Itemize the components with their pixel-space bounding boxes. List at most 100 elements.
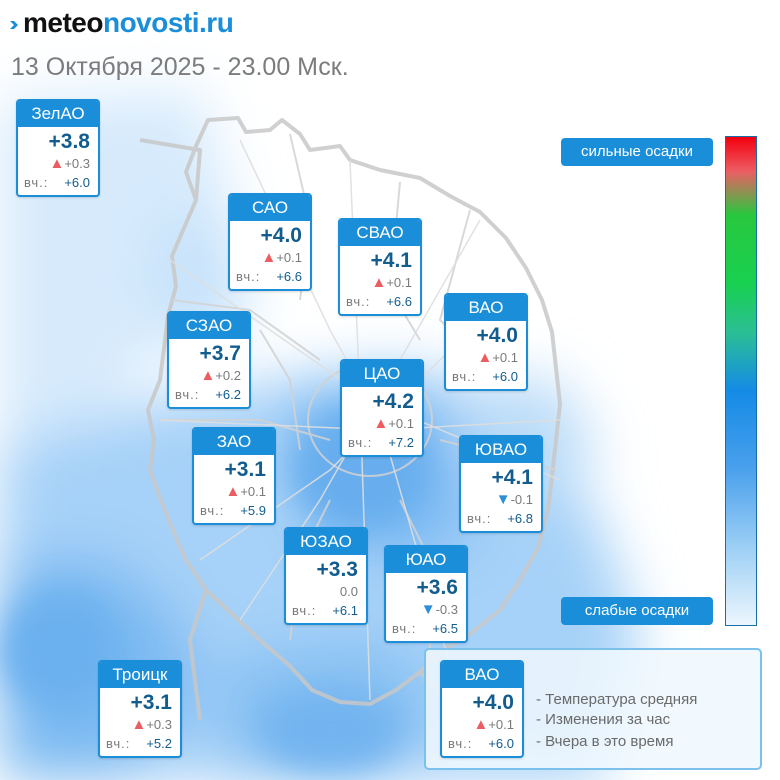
yesterday-label: вч.: xyxy=(292,603,317,618)
district-card-szao[interactable]: СЗАО +3.7 ▲+0.2 вч.: +6.2 xyxy=(167,311,251,409)
yesterday-label: вч.: xyxy=(452,369,477,384)
district-name: СВАО xyxy=(340,220,420,246)
hourly-change-value: +0.1 xyxy=(276,250,302,265)
temperature-average: +4.0 xyxy=(472,691,514,714)
district-card-vao[interactable]: ВАО +4.0 ▲+0.1 вч.: +6.0 xyxy=(444,293,528,391)
yesterday-row: вч.: +6.0 xyxy=(24,175,90,191)
district-name: ЮАО xyxy=(386,547,466,573)
district-card-zelao[interactable]: ЗелАО +3.8 ▲+0.3 вч.: +6.0 xyxy=(16,99,100,197)
district-name: САО xyxy=(230,195,310,221)
hourly-change-value: +0.1 xyxy=(386,275,412,290)
legend-line-temperature: - Температура средняя xyxy=(536,691,698,708)
district-name: ЗелАО xyxy=(18,101,98,127)
temperature-average: +3.1 xyxy=(130,691,172,714)
temperature-average: +4.1 xyxy=(370,249,412,272)
hourly-change-value: -0.3 xyxy=(435,602,458,617)
temperature-average: +3.7 xyxy=(199,342,241,365)
yesterday-row: вч.: +6.0 xyxy=(452,369,518,385)
hourly-change-value: +0.2 xyxy=(215,368,241,383)
district-card-svao[interactable]: СВАО +4.1 ▲+0.1 вч.: +6.6 xyxy=(338,218,422,316)
district-name: ЗАО xyxy=(194,429,274,455)
hourly-change: ▲+0.3 xyxy=(49,156,90,172)
district-name: ВАО xyxy=(446,295,526,321)
hourly-change-value: +0.1 xyxy=(492,350,518,365)
district-card-sao[interactable]: САО +4.0 ▲+0.1 вч.: +6.6 xyxy=(228,193,312,291)
yesterday-label: вч.: xyxy=(200,503,225,518)
trend-icon: ▲ xyxy=(131,716,147,733)
hourly-change-value: +0.1 xyxy=(240,484,266,499)
legend-line-change: - Изменения за час xyxy=(536,711,671,728)
trend-icon: ▲ xyxy=(371,274,387,291)
hourly-change: ▼-0.3 xyxy=(421,602,458,618)
yesterday-value: +6.2 xyxy=(215,387,241,402)
hourly-change: 0.0 xyxy=(340,584,358,600)
district-name: ВАО xyxy=(442,662,522,688)
temperature-average: +4.0 xyxy=(476,324,518,347)
temperature-average: +3.3 xyxy=(316,558,358,581)
site-logo[interactable]: meteonovosti.ru xyxy=(10,6,234,40)
district-card-yuvao[interactable]: ЮВАО +4.1 ▼-0.1 вч.: +6.8 xyxy=(459,435,543,533)
yesterday-label: вч.: xyxy=(392,621,417,636)
forecast-datetime: 13 Октября 2025 - 23.00 Мск. xyxy=(11,53,349,81)
hourly-change-value: +0.1 xyxy=(488,717,514,732)
yesterday-row: вч.: +6.8 xyxy=(467,511,533,527)
hourly-change-value: +0.3 xyxy=(64,156,90,171)
yesterday-value: +6.0 xyxy=(492,369,518,384)
yesterday-value: +6.6 xyxy=(386,294,412,309)
yesterday-label: вч.: xyxy=(24,175,49,190)
temperature-average: +4.0 xyxy=(260,224,302,247)
yesterday-value: +6.6 xyxy=(276,269,302,284)
hourly-change: ▲+0.1 xyxy=(225,484,266,500)
trend-icon: ▲ xyxy=(261,249,277,266)
yesterday-value: +6.1 xyxy=(332,603,358,618)
hourly-change: ▲+0.1 xyxy=(373,416,414,432)
yesterday-row: вч.: +6.6 xyxy=(346,294,412,310)
scale-label-strong: сильные осадки xyxy=(561,138,713,166)
temperature-average: +4.1 xyxy=(491,466,533,489)
yesterday-row: вч.: +7.2 xyxy=(348,435,414,451)
legend-sample-card: ВАО +4.0 ▲+0.1 вч.: +6.0 xyxy=(440,660,524,758)
temperature-average: +4.2 xyxy=(372,390,414,413)
scale-label-weak: слабые осадки xyxy=(561,597,713,625)
district-name: Троицк xyxy=(100,662,180,688)
yesterday-row: вч.: +6.5 xyxy=(392,621,458,637)
temperature-average: +3.1 xyxy=(224,458,266,481)
hourly-change: ▼-0.1 xyxy=(496,492,533,508)
district-card-troitsk[interactable]: Троицк +3.1 ▲+0.3 вч.: +5.2 xyxy=(98,660,182,758)
trend-icon: ▼ xyxy=(495,491,511,508)
district-name: ЮЗАО xyxy=(286,529,366,555)
yesterday-label: вч.: xyxy=(448,736,473,751)
district-card-yuzao[interactable]: ЮЗАО +3.3 0.0 вч.: +6.1 xyxy=(284,527,368,625)
district-card-yuao[interactable]: ЮАО +3.6 ▼-0.3 вч.: +6.5 xyxy=(384,545,468,643)
hourly-change: ▲+0.1 xyxy=(371,275,412,291)
yesterday-row: вч.: +6.1 xyxy=(292,603,358,619)
trend-icon: ▲ xyxy=(373,415,389,432)
trend-icon: ▲ xyxy=(200,367,216,384)
trend-icon: ▲ xyxy=(473,716,489,733)
precipitation-scale-bar xyxy=(725,136,757,626)
yesterday-value: +6.8 xyxy=(507,511,533,526)
logo-text-novosti: novosti.ru xyxy=(102,7,234,38)
yesterday-row: вч.: +6.0 xyxy=(448,736,514,752)
yesterday-row: вч.: +5.9 xyxy=(200,503,266,519)
logo-arrow-icon xyxy=(10,21,18,29)
yesterday-label: вч.: xyxy=(236,269,261,284)
yesterday-label: вч.: xyxy=(106,736,131,751)
district-card-tsao[interactable]: ЦАО +4.2 ▲+0.1 вч.: +7.2 xyxy=(340,359,424,457)
yesterday-label: вч.: xyxy=(175,387,200,402)
legend-line-yesterday: - Вчера в это время xyxy=(536,733,674,750)
logo-text-meteo: meteo xyxy=(23,7,103,38)
yesterday-value: +7.2 xyxy=(388,435,414,450)
district-card-zao[interactable]: ЗАО +3.1 ▲+0.1 вч.: +5.9 xyxy=(192,427,276,525)
yesterday-value: +5.9 xyxy=(240,503,266,518)
hourly-change: ▲+0.2 xyxy=(200,368,241,384)
temperature-average: +3.8 xyxy=(48,130,90,153)
district-name: ЮВАО xyxy=(461,437,541,463)
trend-icon: ▼ xyxy=(420,601,436,618)
hourly-change: ▲+0.1 xyxy=(473,717,514,733)
trend-icon: ▲ xyxy=(225,483,241,500)
hourly-change-value: +0.3 xyxy=(146,717,172,732)
trend-icon: ▲ xyxy=(477,349,493,366)
yesterday-row: вч.: +6.6 xyxy=(236,269,302,285)
